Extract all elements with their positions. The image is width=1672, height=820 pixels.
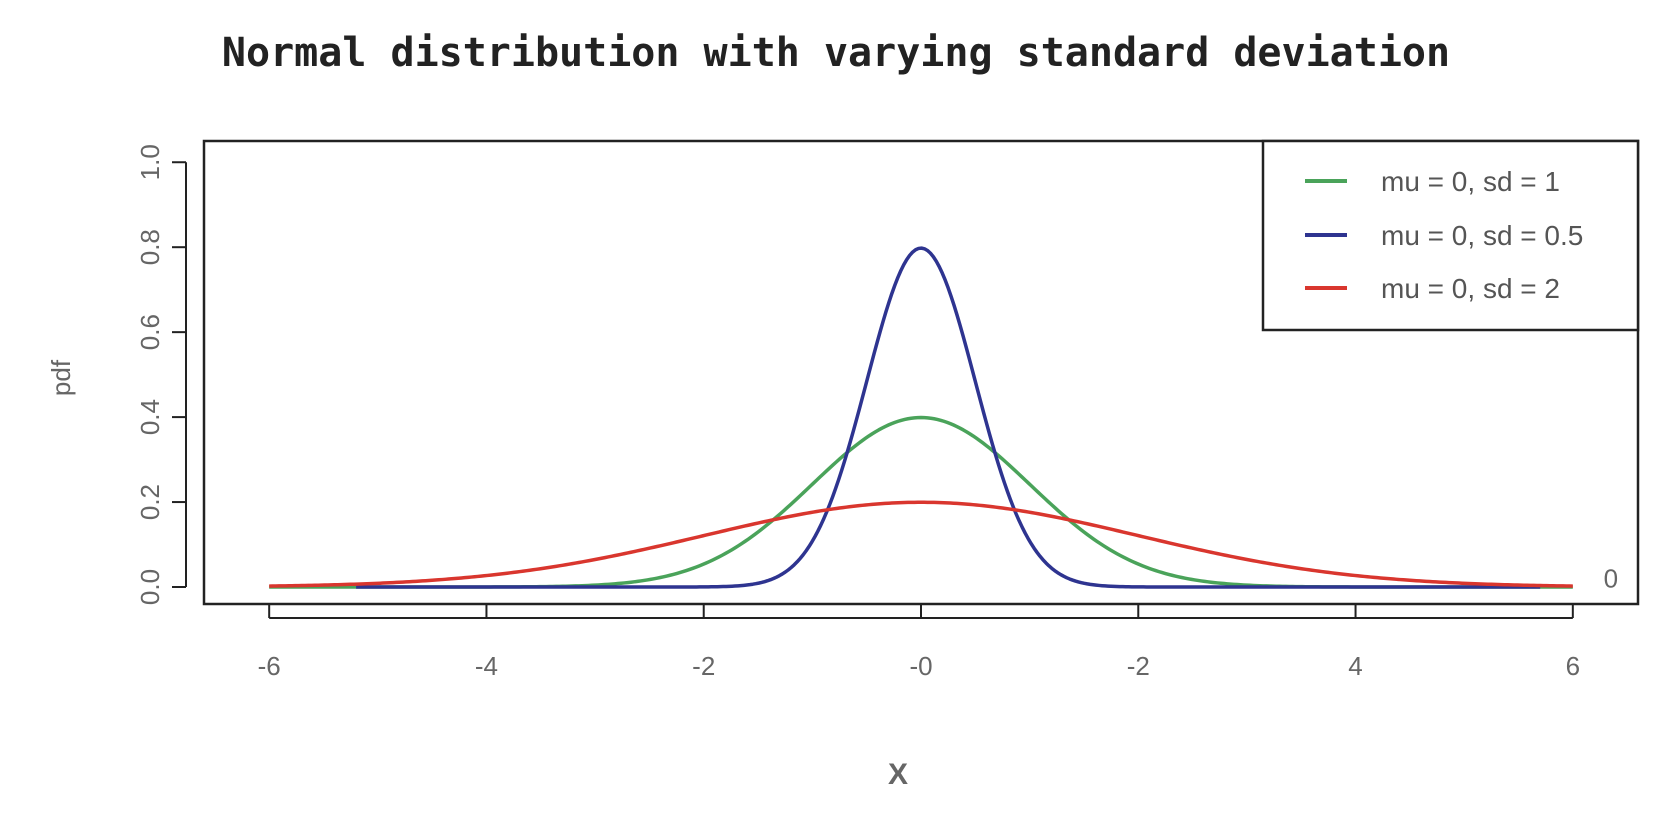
series-line-1 xyxy=(356,246,1541,589)
y-tick-label: 0.8 xyxy=(135,229,165,265)
y-tick-label: 0.4 xyxy=(135,399,165,435)
zero-annotation: 0 xyxy=(1604,564,1618,594)
legend: mu = 0, sd = 1 mu = 0, sd = 0.5 mu = 0, … xyxy=(1261,139,1640,332)
y-tick-label: 0.2 xyxy=(135,484,165,520)
x-axis: -6 -4 -2 -0 -2 4 6 xyxy=(258,604,1580,681)
series-line-2 xyxy=(269,500,1573,588)
x-axis-label: X xyxy=(888,758,908,791)
y-axis-label: pdf xyxy=(46,359,76,396)
x-tick-label: -2 xyxy=(692,651,715,681)
chart-title: Normal distribution with varying standar… xyxy=(221,30,1451,76)
series-lines xyxy=(269,246,1573,589)
legend-label-sd-0.5: mu = 0, sd = 0.5 xyxy=(1381,220,1583,251)
y-tick-label: 0.6 xyxy=(135,314,165,350)
legend-label-sd-2: mu = 0, sd = 2 xyxy=(1381,273,1560,304)
y-tick-label: 1.0 xyxy=(135,144,165,180)
x-tick-label: -6 xyxy=(258,651,281,681)
x-tick-label: 6 xyxy=(1566,651,1580,681)
x-tick-label: 4 xyxy=(1348,651,1362,681)
y-axis: 0.0 0.2 0.4 0.6 0.8 1.0 xyxy=(135,144,187,605)
y-tick-label: 0.0 xyxy=(135,569,165,605)
legend-label-sd-1: mu = 0, sd = 1 xyxy=(1381,166,1560,197)
x-tick-label: -4 xyxy=(475,651,498,681)
x-tick-label: -2 xyxy=(1127,651,1150,681)
x-tick-label: -0 xyxy=(909,651,932,681)
